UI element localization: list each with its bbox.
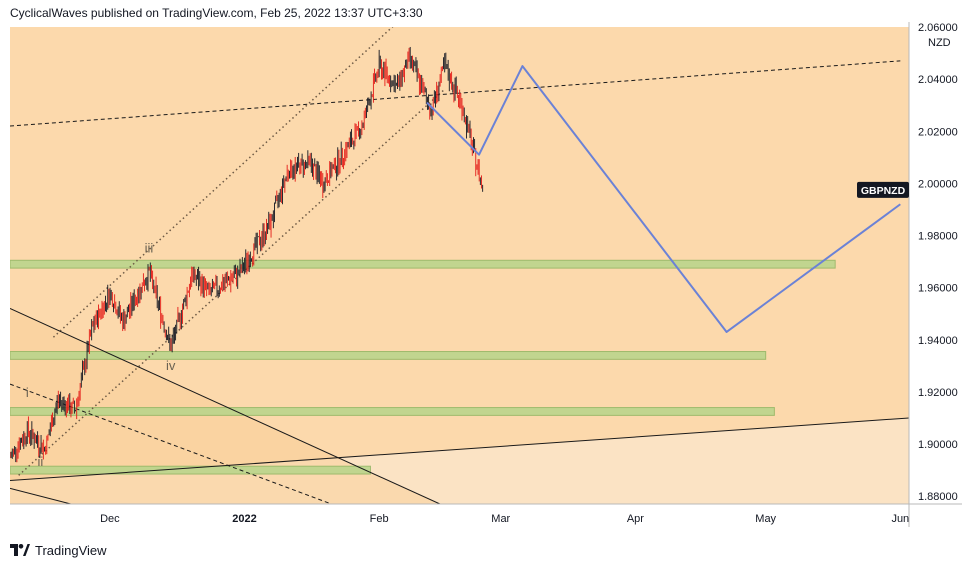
trend-line-dotted-3: [52, 27, 394, 338]
trend-line-dashed-2: [10, 383, 332, 504]
projection-path: [426, 65, 901, 333]
y-tick-label: 2.06000: [918, 22, 958, 34]
axes: 1.88000 1.90000 1.92000 1.94000 1.96000 1.980…: [10, 22, 962, 527]
footer-brand[interactable]: TradingView: [35, 542, 107, 558]
currency-label: NZD: [928, 37, 951, 49]
y-tick-label: 1.88000: [918, 491, 958, 503]
footer: TradingView: [10, 541, 107, 559]
trend-lines: [10, 27, 909, 504]
y-tick-label: 1.90000: [918, 439, 958, 451]
x-tick-label: Feb: [370, 513, 389, 525]
support-zone-2: [10, 351, 767, 360]
x-tick-label: 2022: [232, 513, 256, 525]
trend-line-dotted-4: [18, 89, 445, 476]
x-tick-label: May: [755, 513, 776, 525]
y-tick-label: 1.98000: [918, 231, 958, 243]
price-zone-shading: [10, 27, 909, 481]
trend-line-solid-7: [10, 487, 71, 504]
price-bars: [10, 46, 484, 463]
y-tick-label: 1.96000: [918, 283, 958, 295]
symbol-tag: [857, 181, 909, 198]
tradingview-logo-icon[interactable]: [10, 544, 30, 556]
wave-label-iii: iii: [145, 240, 154, 255]
trend-line-solid-6: [10, 308, 441, 504]
support-zone-4: [10, 465, 371, 475]
y-tick-label: 2.00000: [918, 178, 958, 190]
projection-line: [426, 65, 901, 333]
x-tick-label: Jun: [891, 513, 909, 525]
y-tick-label: 1.92000: [918, 387, 958, 399]
y-tick-label: 2.04000: [918, 74, 958, 86]
wave-label-i: i: [26, 385, 29, 400]
publish-attribution: CyclicalWaves published on TradingView.c…: [10, 6, 423, 20]
x-tick-label: Dec: [100, 513, 120, 525]
y-tick-label: 1.94000: [918, 335, 958, 347]
x-tick-label: Mar: [491, 513, 510, 525]
wave-label-ii: ii: [38, 454, 44, 469]
support-zone-1: [10, 259, 836, 269]
symbol-label: GBPNZD: [861, 185, 906, 197]
x-tick-label: Apr: [627, 513, 644, 525]
support-zones: [10, 259, 836, 475]
trend-line-solid-5: [10, 417, 909, 482]
support-zone-3: [10, 407, 775, 416]
trend-line-dashed-1: [10, 60, 901, 127]
y-tick-label: 2.02000: [918, 126, 958, 138]
wave-label-iv: iv: [166, 358, 176, 373]
